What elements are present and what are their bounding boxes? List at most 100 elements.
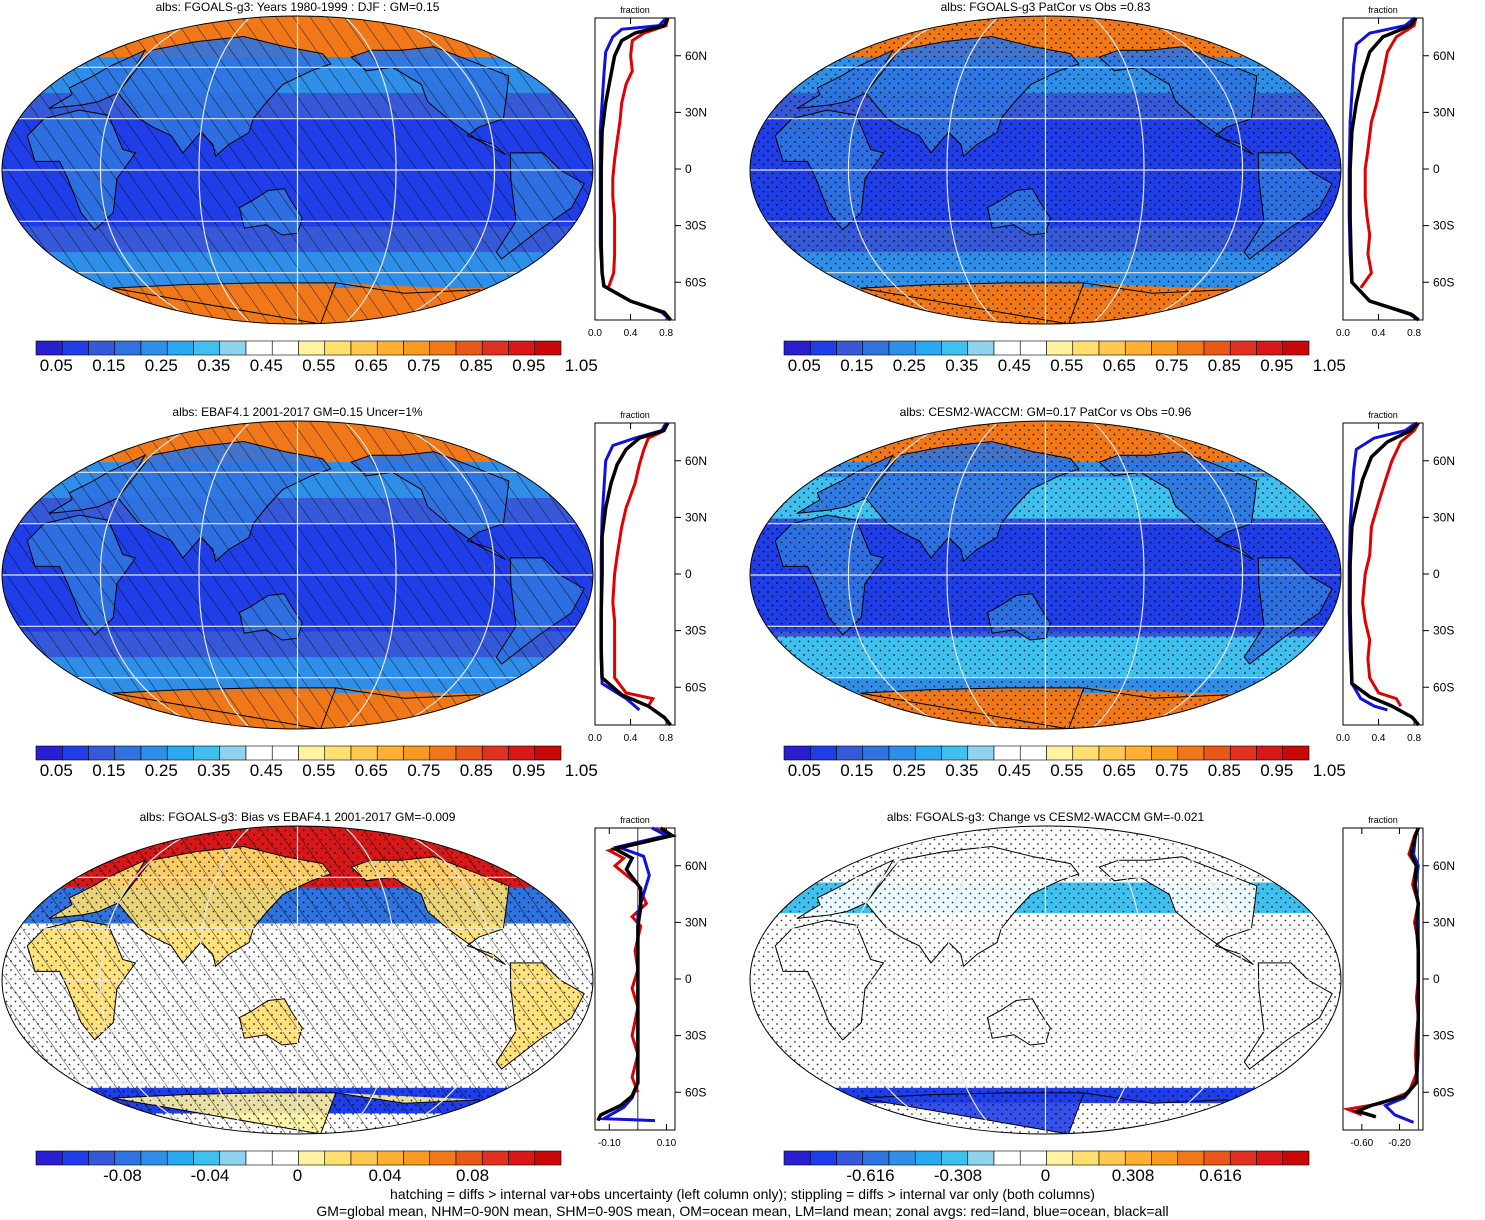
colorbar-swatch — [403, 340, 431, 356]
colorbar-swatch — [298, 1150, 326, 1166]
colorbar-swatch — [888, 745, 916, 761]
colorbar-tick-label: 0.65 — [1102, 761, 1136, 780]
colorbar-tick-label: 0.15 — [840, 761, 874, 780]
colorbar-swatch — [35, 1150, 63, 1166]
map-title: albs: FGOALS-g3: Years 1980-1999 : DJF :… — [155, 0, 440, 14]
colorbar-swatch — [508, 745, 536, 761]
zonal-x-label: -0.60 — [1350, 1138, 1373, 1149]
graticule-lon — [389, 421, 496, 729]
zonal-line-all — [599, 17, 672, 322]
zonal-x-label: 0.0 — [588, 733, 602, 744]
colorbar-swatch — [219, 1150, 247, 1166]
zonal-lat-label: 30N — [685, 915, 707, 929]
zonal-line-land — [1342, 827, 1420, 1117]
colorbar-swatch — [1177, 745, 1205, 761]
colorbar-swatch — [967, 340, 995, 356]
colorbar-tick-label: -0.308 — [933, 1166, 983, 1185]
zonal-line-land — [611, 422, 670, 707]
colorbar-tick-label: 0.55 — [302, 761, 336, 780]
graticule-lon — [343, 421, 397, 729]
colorbar-swatch — [1072, 1150, 1100, 1166]
colorbar-swatch — [271, 340, 299, 356]
map-title: albs: FGOALS-g3: Bias vs EBAF4.1 2001-20… — [139, 810, 456, 824]
colorbar — [783, 745, 1310, 761]
colorbar-tick-label: 1.05 — [1312, 356, 1346, 375]
colorbar-swatch — [941, 745, 969, 761]
colorbar-swatch — [862, 340, 890, 356]
zonal-lat-label: 0 — [685, 162, 692, 176]
colorbar-swatch — [1124, 1150, 1152, 1166]
colorbar-tick-label: 0.08 — [455, 1166, 490, 1185]
colorbar-swatch — [809, 745, 837, 761]
zonal-lat-label: 60N — [1433, 49, 1455, 63]
colorbar-swatch — [888, 1150, 916, 1166]
colorbar-swatch — [88, 340, 116, 356]
footer-line-2: GM=global mean, NHM=0-90N mean, SHM=0-90… — [316, 1203, 1169, 1219]
colorbar-swatch — [1098, 340, 1126, 356]
zonal-line-ocean — [1347, 421, 1417, 712]
graticule-lon — [1091, 16, 1145, 324]
graticule-lon — [1091, 421, 1145, 729]
colorbar-tick-label: 0.04 — [368, 1166, 402, 1185]
zonal-x-label: 0.8 — [1407, 328, 1421, 339]
colorbar-swatch — [35, 745, 63, 761]
zonal-frame — [594, 17, 676, 321]
colorbar-swatch — [836, 340, 864, 356]
colorbar-labels: 0.05 0.15 0.25 0.35 0.45 0.55 0.65 0.75 0.85 0.95… — [783, 761, 1346, 783]
graticule-lon — [847, 826, 954, 1134]
zonal-x-label: 0.8 — [659, 733, 673, 744]
colorbar-tick-label: -0.04 — [190, 1166, 230, 1185]
colorbar-swatch — [114, 745, 142, 761]
colorbar-tick-label: 0.85 — [1207, 356, 1241, 375]
zonal-x-label: -0.10 — [598, 1138, 621, 1149]
zonal-lat-label: 30S — [1433, 219, 1454, 233]
world-map — [749, 15, 1342, 325]
colorbar-swatch — [403, 1150, 431, 1166]
zonal-x-label: 0.0 — [588, 328, 602, 339]
colorbar-tick-label: 0.45 — [997, 761, 1031, 780]
zonal-lat-label: 60S — [1433, 680, 1454, 694]
colorbar-tick-label: 0.25 — [892, 356, 926, 375]
colorbar-swatch — [61, 340, 89, 356]
colorbar-tick-label: 0.65 — [354, 761, 388, 780]
colorbar-swatch — [324, 340, 352, 356]
colorbar-labels: -0.08 -0.04 0 0.04 0.08 — [35, 1166, 560, 1188]
colorbar-swatch — [324, 745, 352, 761]
zonal-top-label: fraction — [1368, 410, 1398, 420]
colorbar-swatch — [993, 1150, 1021, 1166]
colorbar-swatch — [783, 745, 811, 761]
colorbar-swatch — [1229, 1150, 1257, 1166]
zonal-top-label: fraction — [620, 5, 650, 15]
colorbar-swatch — [298, 745, 326, 761]
colorbar-tick-label: 0.25 — [892, 761, 926, 780]
colorbar-swatch — [1282, 745, 1310, 761]
colorbar-swatch — [941, 1150, 969, 1166]
graticule-lon — [198, 826, 252, 1134]
colorbar-tick-label: 0.95 — [512, 761, 546, 780]
colorbar-swatch — [1151, 745, 1179, 761]
colorbar-swatch — [455, 340, 483, 356]
graticule-lon — [99, 16, 206, 324]
zonal-average-plot: fraction 60N 30N 0 30S 60S -0.10 0.10 — [594, 815, 707, 1149]
colorbar-swatch — [1203, 1150, 1231, 1166]
colorbar-tick-label: 0.95 — [512, 356, 546, 375]
colorbar-tick-label: 0 — [1040, 1166, 1051, 1185]
zonal-top-label: fraction — [1368, 5, 1398, 15]
colorbar-swatch — [88, 1150, 116, 1166]
zonal-x-label: 0.8 — [659, 328, 673, 339]
colorbar-tick-label: 0.35 — [945, 356, 979, 375]
colorbar-tick-label: 0.05 — [39, 761, 73, 780]
panel-fgoals-bias: albs: FGOALS-g3: Bias vs EBAF4.1 2001-20… — [0, 810, 707, 1190]
zonal-lat-label: 30N — [685, 510, 707, 524]
colorbar-swatch — [1229, 340, 1257, 356]
colorbar-swatch — [1019, 745, 1047, 761]
colorbar-swatch — [481, 1150, 509, 1166]
zonal-x-label: 0.8 — [1407, 733, 1421, 744]
map-border — [1, 420, 594, 730]
colorbar-swatch — [481, 340, 509, 356]
footer-notes: hatching = diffs > internal var+obs unce… — [0, 1186, 1485, 1220]
colorbar-swatch — [836, 1150, 864, 1166]
colorbar-swatch — [1072, 340, 1100, 356]
colorbar-swatch — [1098, 1150, 1126, 1166]
zonal-lat-label: 60N — [1433, 454, 1455, 468]
